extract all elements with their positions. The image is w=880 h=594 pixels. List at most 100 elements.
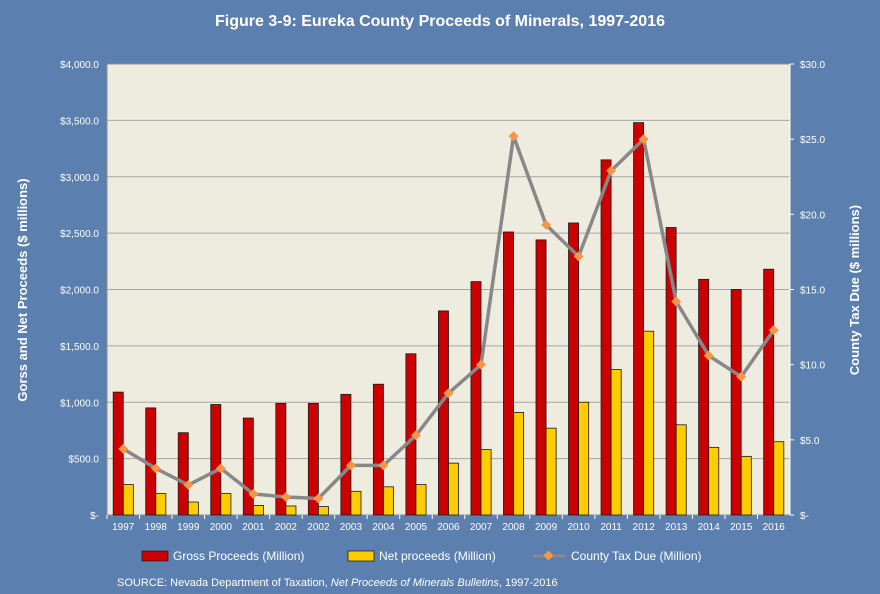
bar-gross-proceeds	[470, 281, 482, 516]
x-tick-label: 2010	[567, 522, 590, 533]
x-tick-label: 1998	[145, 522, 168, 533]
bar-gross-proceeds	[275, 402, 287, 516]
bar-net-proceeds	[513, 411, 525, 516]
x-tick-label: 2004	[372, 522, 395, 533]
tax-point-marker	[671, 296, 682, 307]
legend-label-tax: County Tax Due (Million)	[571, 549, 702, 563]
x-tick-label: 1997	[112, 522, 135, 533]
tax-point-marker	[183, 479, 194, 490]
bars	[112, 122, 785, 516]
bar-gross-proceeds	[210, 404, 222, 516]
source-suffix: , 1997-2016	[499, 577, 558, 589]
legend-label-gross: Gross Proceeds (Million)	[173, 549, 304, 563]
bar-net-proceeds	[318, 506, 329, 516]
y-axis-left-ticks: $4,000.0 $3,500.0 $3,000.0 $2,500.0 $2,000.0…	[60, 60, 99, 522]
legend-swatch-gross	[141, 550, 169, 562]
tax-point-marker	[411, 430, 421, 441]
legend-swatch-tax-marker	[543, 550, 554, 561]
bar-net-proceeds	[773, 441, 785, 516]
bar-net-proceeds	[220, 493, 232, 516]
tax-line	[118, 131, 779, 504]
tax-point-marker	[736, 371, 747, 382]
x-tick-label: 2005	[405, 522, 428, 533]
x-tick-label: 2000	[210, 522, 233, 533]
bar-net-proceeds	[610, 369, 622, 516]
legend-label-net: Net proceeds (Million)	[379, 549, 496, 563]
x-tick-label: 2012	[633, 522, 656, 533]
x-tick-label: 2001	[242, 522, 265, 533]
bar-gross-proceeds	[372, 383, 384, 516]
bar-net-proceeds	[578, 401, 590, 516]
y2-tick-label: $10.0	[800, 361, 825, 372]
y2-tick-label: $15.0	[800, 286, 825, 297]
tax-point-marker	[345, 460, 356, 471]
tax-point-marker	[476, 359, 486, 370]
tax-point-marker	[378, 460, 389, 471]
chart-title: Figure 3-9: Eureka County Proceeds of Mi…	[215, 13, 665, 30]
y-axis-right-title: County Tax Due ($ millions)	[847, 205, 862, 375]
bar-net-proceeds	[415, 484, 427, 516]
legend: Gross Proceeds (Million) Net proceeds (M…	[141, 549, 702, 563]
tax-point-marker	[638, 134, 649, 145]
x-tick-label: 2009	[535, 522, 558, 533]
bar-net-proceeds	[448, 462, 459, 516]
x-tick-label: 2013	[665, 522, 688, 533]
bar-net-proceeds	[480, 449, 492, 516]
legend-swatch-net	[347, 550, 375, 562]
bar-gross-proceeds	[730, 289, 742, 516]
y-tick-label: $1,500.0	[60, 342, 99, 353]
x-tick-label: 2016	[763, 522, 786, 533]
y-tick-label: $3,500.0	[60, 116, 99, 127]
y2-tick-label: $25.0	[800, 135, 825, 146]
bar-net-proceeds	[155, 493, 167, 516]
x-tick-label: 2014	[698, 522, 721, 533]
bar-gross-proceeds	[568, 222, 579, 516]
x-tick-label: 2002	[307, 522, 330, 533]
tax-point-marker	[248, 489, 259, 499]
bar-net-proceeds	[285, 505, 297, 516]
bar-net-proceeds	[122, 484, 134, 516]
bar-gross-proceeds	[340, 393, 352, 516]
bar-gross-proceeds	[600, 159, 612, 516]
tax-point-marker	[573, 251, 584, 262]
bar-gross-proceeds	[698, 278, 710, 516]
tax-point-marker	[443, 388, 454, 399]
tax-point-marker	[768, 325, 779, 336]
y-tick-label: $500.0	[68, 455, 99, 466]
x-axis-ticks: 1997 1998 1999 2000 2001 2002 2002 2003 2004 2005…	[106, 515, 786, 533]
bar-net-proceeds	[675, 424, 687, 516]
y-axis-right-ticks: $30.0 $25.0 $20.0 $15.0 $10.0 $5.0 $-	[790, 60, 825, 522]
tax-point-marker	[280, 492, 291, 502]
x-tick-label: 2006	[437, 522, 460, 533]
tax-point-marker	[313, 493, 324, 504]
x-tick-label: 2015	[730, 522, 753, 533]
y2-tick-label: $20.0	[800, 210, 825, 221]
tax-point-marker	[703, 350, 714, 361]
source-italic: Net Proceeds of Minerals Bulletins	[331, 577, 500, 589]
tax-point-marker	[150, 463, 161, 474]
bar-gross-proceeds	[438, 310, 449, 516]
bar-gross-proceeds	[503, 231, 514, 516]
tax-point-marker	[541, 219, 552, 230]
bar-gross-proceeds	[633, 122, 645, 516]
x-tick-label: 2008	[502, 522, 525, 533]
source-note: SOURCE: Nevada Department of Taxation, N…	[117, 577, 558, 589]
bar-gross-proceeds	[535, 239, 547, 516]
bar-gross-proceeds	[242, 417, 254, 516]
bar-net-proceeds	[740, 455, 752, 516]
y-tick-label: $4,000.0	[60, 60, 99, 71]
y-tick-label: $3,000.0	[60, 173, 99, 184]
bar-net-proceeds	[708, 446, 720, 516]
y-tick-label: $2,000.0	[60, 286, 99, 297]
source-prefix: SOURCE: Nevada Department of Taxation,	[117, 577, 331, 589]
bar-gross-proceeds	[112, 391, 124, 516]
tax-point-marker	[215, 463, 226, 474]
bar-gross-proceeds	[763, 268, 775, 516]
y2-tick-label: $-	[800, 511, 809, 522]
bar-net-proceeds	[350, 490, 362, 516]
x-tick-label: 2007	[470, 522, 493, 533]
tax-point-marker	[508, 131, 519, 142]
y-tick-label: $2,500.0	[60, 229, 99, 240]
x-tick-label: 2011	[600, 522, 622, 533]
